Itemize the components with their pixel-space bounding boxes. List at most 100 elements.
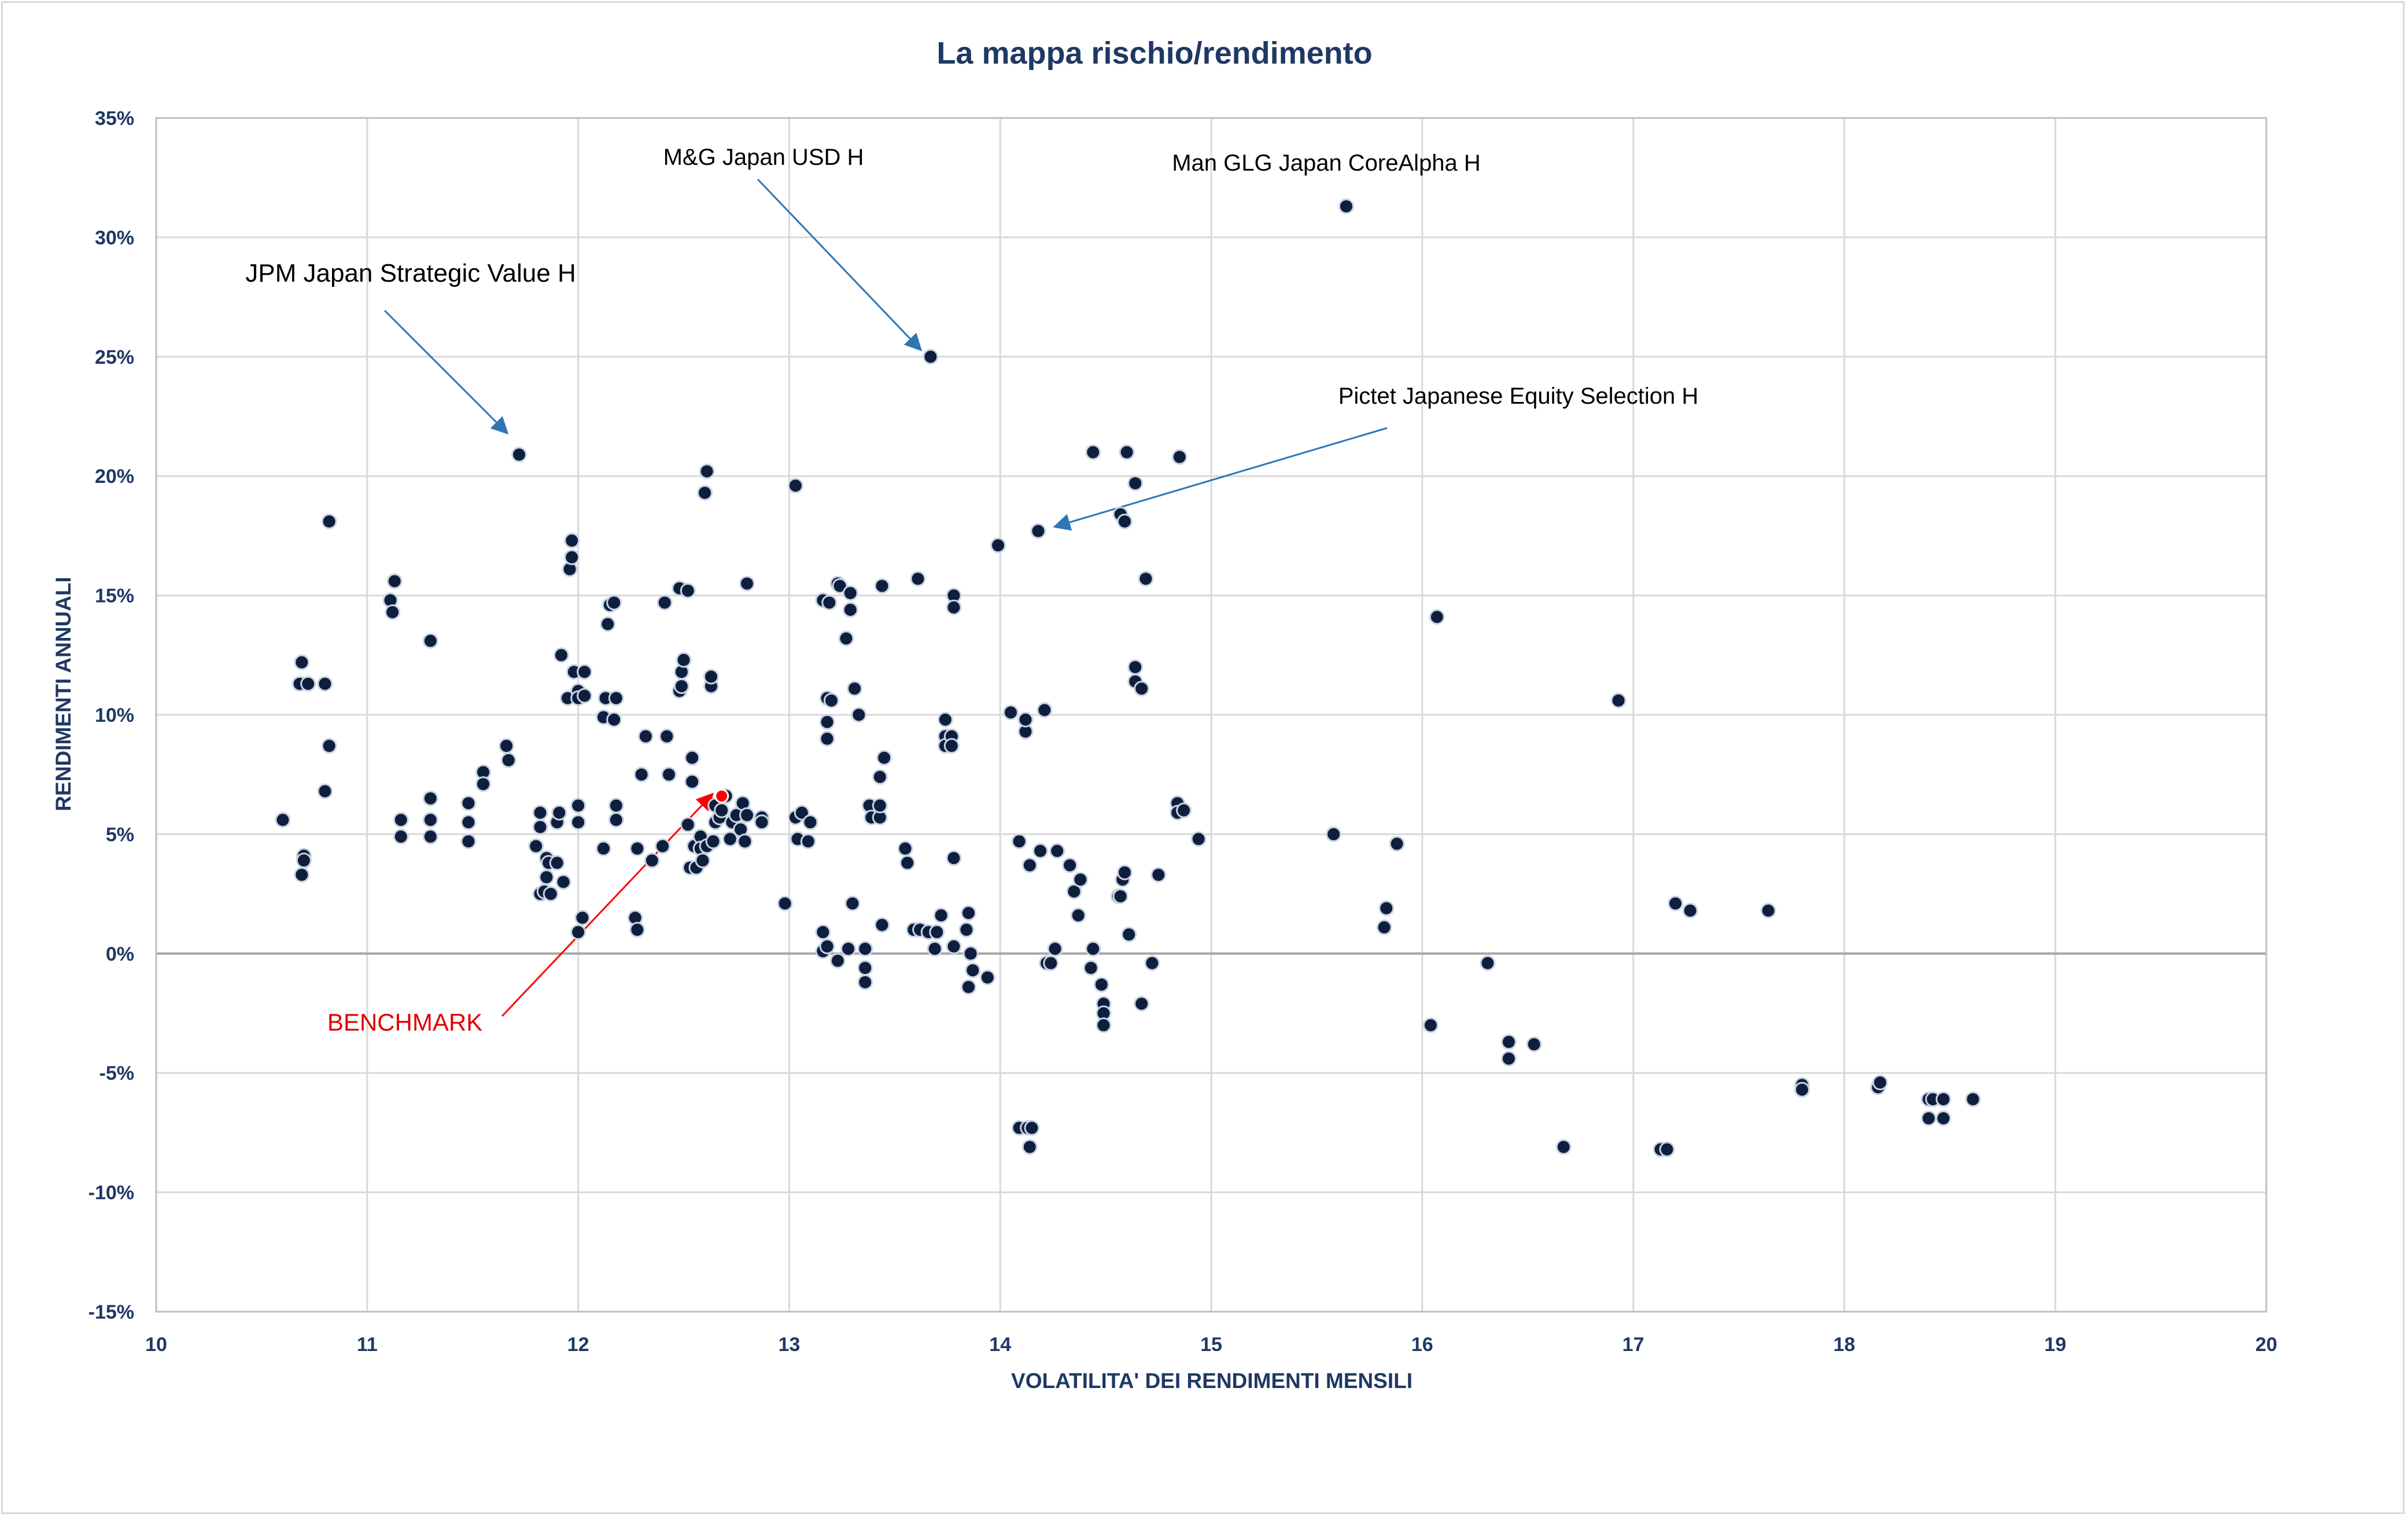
data-point [1062,857,1078,873]
y-tick-label: 35% [95,108,134,130]
data-point [963,946,979,962]
data-point [511,446,527,463]
data-point [1093,976,1109,992]
data-point [1965,1091,1981,1108]
data-point [393,812,409,828]
data-point [699,463,715,479]
data-point [673,678,689,694]
data-point [1085,941,1101,957]
data-point [595,840,611,857]
data-point [659,728,675,744]
data-point [606,711,622,728]
data-point [787,478,803,494]
data-point [500,752,517,768]
data-point [676,652,692,668]
data-point [946,938,962,954]
data-point [1144,955,1160,971]
data-point [1500,1050,1517,1066]
data-point [1024,1120,1040,1136]
data-point [802,814,818,831]
data-point [317,676,333,692]
data-point [294,654,310,670]
data-point [1096,1017,1112,1034]
data-point [1138,571,1154,587]
data-point [539,869,555,885]
annotation-arrow [383,309,509,435]
data-point [608,812,624,828]
data-point [829,953,846,969]
data-point [629,840,646,857]
data-point [923,349,939,365]
y-axis-label: RENDIMENTI ANNUALI [51,577,75,811]
data-point [422,812,438,828]
data-point [1030,523,1046,539]
data-point [680,582,696,599]
data-point [577,688,593,704]
x-tick-label: 12 [567,1334,589,1356]
data-point [657,595,673,611]
data-point [661,766,677,783]
plot-border [155,117,2267,1313]
data-point [574,910,591,926]
data-point [1127,475,1144,492]
data-point [819,714,835,730]
data-point [637,728,654,744]
data-point [600,616,616,632]
data-point [840,941,857,957]
annotation-labels: M&G Japan USD H Man GLG Japan CoreAlpha H… [245,145,1698,1036]
data-point [1017,711,1034,728]
data-point [1659,1141,1675,1157]
data-point [943,738,960,754]
data-point [874,917,890,933]
data-point [1002,704,1019,721]
data-point [842,585,858,601]
data-point [570,798,587,814]
data-point [1190,831,1207,847]
data-point [532,804,548,821]
x-tick-label: 16 [1411,1334,1433,1356]
data-point [296,852,312,869]
data-point [633,766,650,783]
data-point [696,485,713,501]
data-point [897,840,913,857]
data-point [739,807,755,823]
benchmark-point [714,788,729,803]
data-point [845,895,861,911]
x-tick-label: 18 [1833,1334,1855,1356]
data-point [739,575,755,592]
y-tick-label: 5% [106,824,134,846]
data-point [499,738,515,754]
y-tick-label: -5% [99,1062,134,1084]
data-point [1376,919,1392,935]
annotation-label: Pictet Japanese Equity Selection H [1338,383,1699,409]
data-point [1794,1082,1810,1098]
data-point [857,960,873,976]
data-point [393,829,409,845]
data-point [1480,955,1496,971]
data-point [1422,1017,1439,1034]
data-point [1338,198,1354,215]
data-points [275,198,1981,1157]
data-point [1032,843,1049,859]
annotation-arrow [501,792,714,1017]
data-point [321,514,337,530]
data-point [608,690,624,706]
data-point [1011,833,1027,850]
data-point [832,578,848,594]
data-point [1668,895,1684,911]
data-point [1555,1139,1572,1155]
data-point [1150,867,1167,883]
data-point [857,974,873,990]
data-point [549,855,565,871]
data-point [1429,609,1445,625]
data-point [990,537,1006,553]
data-point [386,573,403,589]
data-point [819,730,835,747]
data-point [1116,864,1133,880]
x-tick-label: 19 [2044,1334,2066,1356]
y-tick-label: -15% [88,1301,134,1323]
data-point [1085,444,1101,460]
data-point [846,681,862,697]
